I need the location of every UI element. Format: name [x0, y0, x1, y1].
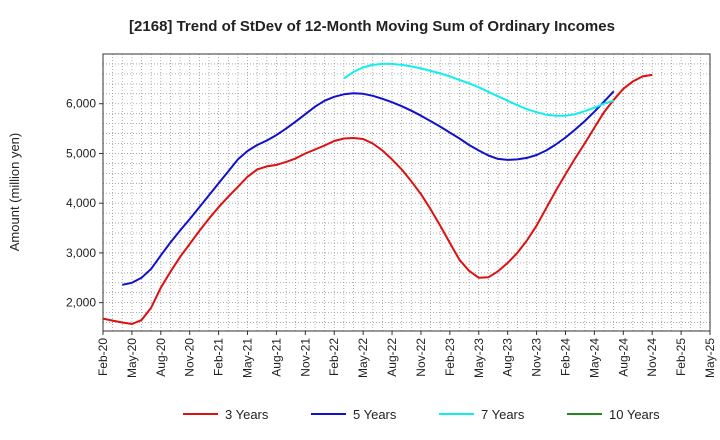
plot-border: [102, 53, 711, 332]
x-tick-label: Aug-20: [154, 338, 168, 377]
x-tick-label: Feb-23: [443, 338, 457, 376]
series-layer: [102, 62, 653, 325]
chart-title: [2168] Trend of StDev of 12-Month Moving…: [129, 18, 615, 35]
x-tick-label: Nov-22: [414, 338, 428, 377]
x-tick-label: Nov-20: [183, 338, 197, 377]
x-tick-label: Aug-21: [269, 338, 283, 377]
x-tick-label: May-23: [472, 338, 486, 378]
series-line-3-years: [102, 73, 653, 325]
legend-label: 7 Years: [481, 407, 525, 422]
x-tick-label: May-21: [241, 338, 255, 378]
x-tick-label: Aug-24: [616, 338, 630, 377]
legend-label: 10 Years: [609, 407, 660, 422]
x-tick-label: Feb-21: [212, 338, 226, 376]
x-tick-label: May-22: [356, 338, 370, 378]
legend-label: 3 Years: [225, 407, 269, 422]
x-axis-ticks: Feb-20 May-20 Aug-20 Nov-20 Feb-21 May-21 Aug-…: [96, 331, 717, 378]
x-tick-label: Feb-22: [327, 338, 341, 376]
grid: [103, 54, 710, 331]
x-tick-label: Aug-23: [501, 338, 515, 377]
y-tick-label: 6,000: [66, 97, 96, 111]
x-tick-label: Nov-24: [645, 338, 659, 377]
x-tick-label: Feb-20: [96, 338, 110, 376]
legend: 3 Years 5 Years 7 Years 10 Years: [183, 407, 660, 422]
series-line-5-years: [122, 90, 615, 286]
x-tick-label: Nov-23: [530, 338, 544, 377]
series-line-7-years: [343, 62, 614, 117]
y-tick-label: 4,000: [66, 196, 96, 210]
y-tick-label: 3,000: [66, 246, 96, 260]
x-tick-label: May-20: [125, 338, 139, 378]
y-tick-label: 5,000: [66, 146, 96, 160]
plot-area: [103, 54, 710, 331]
x-tick-label: Nov-21: [298, 338, 312, 377]
y-tick-label: 2,000: [66, 296, 96, 310]
legend-label: 5 Years: [353, 407, 397, 422]
x-tick-label: May-25: [703, 338, 717, 378]
x-tick-label: May-24: [587, 338, 601, 378]
y-axis-label: Amount (million yen): [7, 133, 22, 252]
x-tick-label: Feb-24: [558, 338, 572, 376]
y-axis-ticks: 2,000 3,000 4,000 5,000 6,000: [66, 97, 103, 310]
x-tick-label: Aug-22: [385, 338, 399, 377]
x-tick-label: Feb-25: [674, 338, 688, 376]
